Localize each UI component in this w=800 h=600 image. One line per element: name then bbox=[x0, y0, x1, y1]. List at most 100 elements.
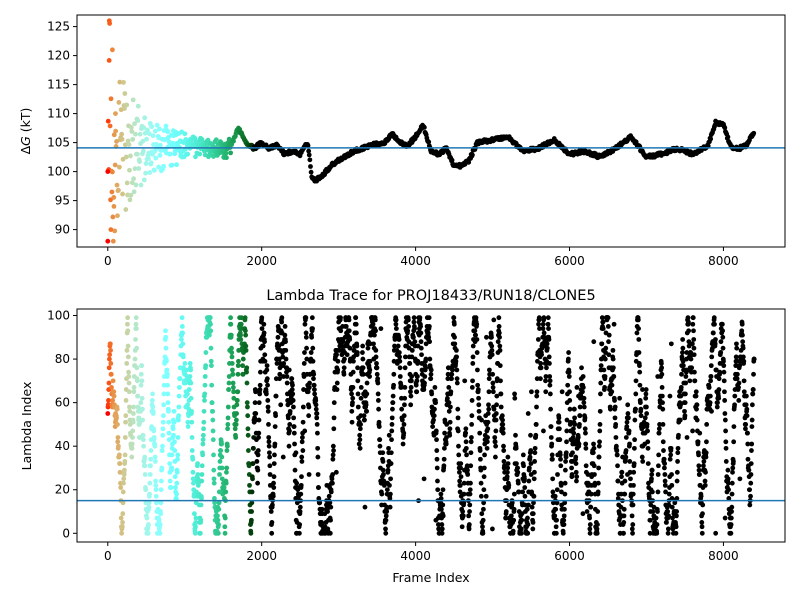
lambda-point bbox=[613, 443, 619, 449]
lambda-point bbox=[157, 522, 163, 527]
lambda-point bbox=[446, 408, 452, 414]
lambda-point bbox=[215, 530, 221, 536]
lambda-point bbox=[743, 426, 748, 432]
lambda-point bbox=[528, 432, 533, 438]
lambda-point bbox=[659, 365, 665, 371]
lambda-points bbox=[105, 315, 757, 536]
lambda-point bbox=[466, 526, 472, 532]
lambda-point bbox=[610, 365, 616, 371]
lambda-point bbox=[217, 472, 222, 477]
lambda-point bbox=[362, 504, 368, 510]
lambda-point bbox=[516, 489, 522, 495]
lambda-point bbox=[374, 365, 380, 371]
lambda-point bbox=[684, 350, 690, 355]
lambda-point bbox=[455, 415, 461, 421]
lambda-point bbox=[164, 358, 169, 364]
lambda-point bbox=[161, 413, 166, 419]
lambda-point bbox=[597, 439, 602, 445]
lambda-point bbox=[361, 413, 367, 419]
lambda-point bbox=[290, 398, 296, 403]
lambda-point bbox=[346, 328, 352, 334]
lambda-point bbox=[643, 387, 649, 392]
lambda-point bbox=[115, 439, 121, 445]
lambda-point bbox=[229, 345, 234, 351]
lambda-point bbox=[465, 472, 471, 477]
lambda-point bbox=[530, 526, 536, 532]
lambda-point bbox=[414, 389, 420, 395]
lambda-point bbox=[353, 315, 359, 321]
lambda-point bbox=[186, 387, 192, 392]
lambda-point bbox=[500, 417, 505, 423]
lambda-point bbox=[497, 334, 502, 340]
delta-g-plot-area bbox=[77, 15, 785, 247]
lambda-point bbox=[185, 424, 191, 429]
lambda-point bbox=[434, 465, 440, 471]
lambda-point bbox=[284, 374, 290, 379]
lambda-point bbox=[314, 415, 320, 421]
lambda-point bbox=[511, 506, 517, 512]
delta-g-point bbox=[167, 151, 173, 157]
lambda-point bbox=[505, 465, 511, 471]
lambda-point bbox=[547, 391, 553, 397]
lambda-point bbox=[200, 441, 206, 447]
lambda-point bbox=[729, 491, 735, 497]
lambda-point bbox=[134, 345, 140, 351]
lambda-point bbox=[360, 350, 365, 355]
lambda-point bbox=[621, 506, 627, 512]
lambda-point bbox=[225, 422, 231, 427]
lambda-point bbox=[674, 469, 680, 475]
lambda-point bbox=[564, 439, 569, 445]
lambda-point bbox=[544, 365, 549, 371]
lambda-point bbox=[463, 430, 469, 436]
lambda-point bbox=[172, 474, 178, 480]
lambda-point bbox=[515, 465, 520, 471]
lambda-point bbox=[195, 461, 200, 467]
lambda-point bbox=[722, 398, 728, 403]
lambda-point bbox=[489, 352, 495, 358]
delta-g-point bbox=[110, 169, 115, 175]
lambda-point bbox=[355, 391, 361, 397]
delta-g-point bbox=[140, 148, 146, 154]
lambda-point bbox=[656, 430, 662, 436]
lambda-point bbox=[131, 389, 137, 395]
lambda-point bbox=[422, 374, 428, 379]
lambda-point bbox=[479, 511, 485, 517]
lambda-point bbox=[696, 452, 701, 458]
lambda-point bbox=[209, 363, 214, 369]
lambda-point bbox=[139, 378, 145, 384]
lambda-point bbox=[688, 356, 694, 362]
lambda-point bbox=[262, 339, 267, 345]
lambda-point bbox=[409, 347, 415, 353]
lambda-point bbox=[506, 482, 512, 488]
lambda-point bbox=[683, 380, 689, 386]
lambda-point bbox=[745, 441, 751, 447]
lambda-point bbox=[734, 371, 740, 377]
lambda-point bbox=[478, 456, 483, 462]
lambda-point bbox=[493, 454, 498, 460]
lambda-point bbox=[392, 343, 397, 349]
lambda-point bbox=[435, 478, 440, 484]
lambda-point bbox=[125, 343, 131, 349]
lambda-point bbox=[686, 328, 692, 334]
lambda-point bbox=[661, 456, 667, 462]
lambda-point bbox=[449, 371, 455, 377]
lambda-point bbox=[441, 445, 447, 451]
lambda-point bbox=[450, 367, 455, 373]
lambda-point bbox=[563, 450, 569, 456]
lambda-point bbox=[626, 428, 632, 434]
lambda-point bbox=[392, 337, 398, 342]
lambda-point bbox=[558, 456, 563, 462]
lambda-point bbox=[498, 404, 504, 410]
lambda-point bbox=[558, 463, 564, 469]
lambda-point bbox=[729, 480, 735, 486]
lambda-point bbox=[144, 515, 150, 521]
x-tick-label: 2000 bbox=[246, 549, 277, 563]
lambda-point bbox=[118, 515, 124, 521]
lambda-point bbox=[226, 374, 232, 379]
lambda-point bbox=[564, 417, 570, 423]
lambda-point bbox=[317, 500, 323, 506]
lambda-point bbox=[562, 480, 568, 486]
lambda-point bbox=[440, 502, 446, 508]
lambda-point bbox=[734, 345, 740, 351]
lambda-point bbox=[690, 428, 695, 434]
